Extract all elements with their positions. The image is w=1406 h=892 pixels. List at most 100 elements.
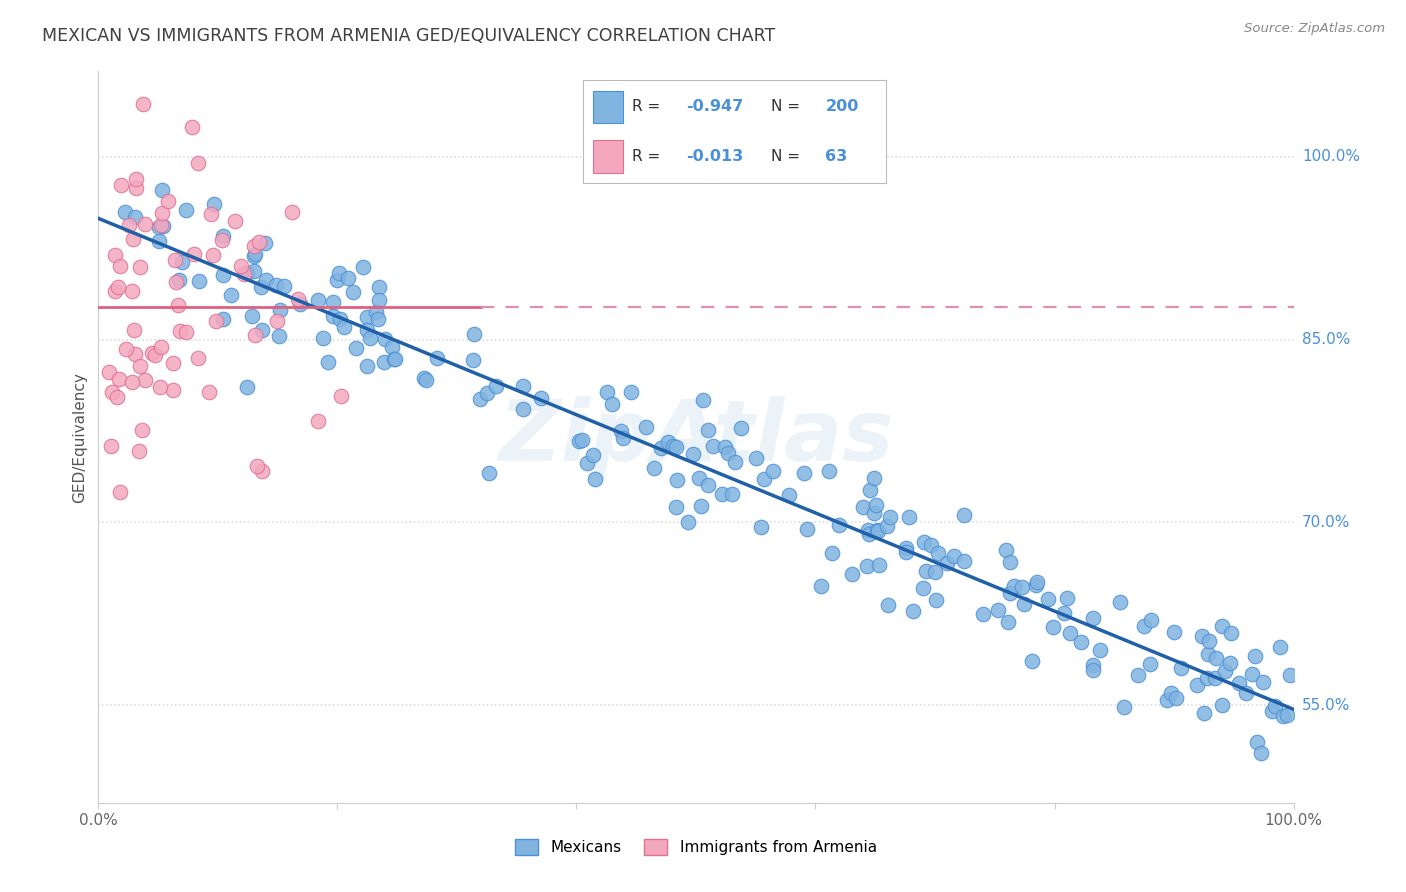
Point bbox=[426, 351, 449, 365]
Point bbox=[925, 593, 948, 607]
Point bbox=[1021, 654, 1043, 668]
Point bbox=[972, 607, 994, 622]
Point bbox=[150, 206, 173, 220]
Point bbox=[1038, 592, 1060, 607]
Point bbox=[134, 217, 156, 231]
Point bbox=[132, 97, 155, 112]
Point bbox=[643, 461, 665, 475]
Point bbox=[264, 278, 287, 293]
Point bbox=[254, 273, 277, 287]
Point bbox=[582, 449, 605, 463]
Point bbox=[1025, 578, 1047, 592]
Point bbox=[240, 309, 263, 323]
Point bbox=[337, 271, 360, 285]
Point bbox=[730, 421, 752, 435]
Point bbox=[600, 397, 623, 411]
Point bbox=[364, 305, 387, 319]
Point bbox=[876, 518, 898, 533]
Point bbox=[187, 156, 209, 170]
Point bbox=[236, 267, 259, 281]
Point bbox=[1014, 598, 1036, 612]
Point bbox=[121, 232, 143, 246]
Text: 55.0%: 55.0% bbox=[1302, 698, 1350, 713]
Point bbox=[828, 518, 851, 533]
Point bbox=[468, 392, 491, 406]
Point bbox=[143, 348, 166, 362]
Point bbox=[714, 441, 737, 455]
Point bbox=[1243, 648, 1265, 663]
Point bbox=[485, 378, 508, 392]
Point bbox=[610, 425, 633, 439]
Point bbox=[749, 520, 772, 534]
Point bbox=[328, 266, 350, 280]
Legend: Mexicans, Immigrants from Armenia: Mexicans, Immigrants from Armenia bbox=[509, 833, 883, 861]
Text: -0.013: -0.013 bbox=[686, 149, 744, 164]
Point bbox=[1002, 579, 1025, 593]
Point bbox=[894, 541, 917, 555]
Point bbox=[894, 545, 917, 559]
Point bbox=[711, 487, 734, 501]
Point bbox=[205, 313, 228, 327]
Point bbox=[914, 564, 936, 578]
Point bbox=[253, 235, 276, 250]
Point bbox=[662, 439, 685, 453]
Point bbox=[243, 249, 266, 263]
Point bbox=[1056, 591, 1078, 606]
Text: Source: ZipAtlas.com: Source: ZipAtlas.com bbox=[1244, 22, 1385, 36]
Point bbox=[211, 268, 233, 282]
Point bbox=[204, 197, 226, 211]
Point bbox=[1191, 629, 1213, 643]
Point bbox=[865, 523, 887, 537]
Point bbox=[249, 280, 271, 294]
Point bbox=[242, 264, 264, 278]
Point bbox=[252, 464, 274, 478]
Point bbox=[1166, 691, 1188, 706]
Point bbox=[121, 284, 143, 298]
Point bbox=[281, 204, 304, 219]
Point bbox=[924, 565, 946, 579]
Point bbox=[412, 371, 434, 385]
Point bbox=[110, 259, 132, 273]
Point bbox=[200, 207, 222, 221]
Point bbox=[935, 557, 957, 571]
Point bbox=[333, 320, 356, 334]
Point bbox=[1195, 671, 1218, 685]
Point bbox=[342, 285, 364, 299]
Point bbox=[1126, 668, 1149, 682]
Point bbox=[475, 385, 498, 400]
Point bbox=[868, 524, 890, 539]
Point bbox=[201, 248, 224, 262]
Point bbox=[688, 471, 710, 485]
Point bbox=[157, 194, 180, 208]
Point bbox=[122, 323, 145, 337]
Point bbox=[98, 365, 121, 379]
Point bbox=[657, 435, 679, 450]
Point bbox=[863, 471, 886, 485]
Point bbox=[762, 464, 785, 478]
Point bbox=[374, 333, 396, 347]
Point bbox=[105, 390, 128, 404]
Point bbox=[1053, 606, 1076, 620]
Point bbox=[246, 458, 269, 473]
Point bbox=[247, 235, 270, 250]
Point bbox=[174, 325, 197, 339]
Point bbox=[724, 455, 747, 469]
Point bbox=[187, 351, 209, 365]
Point bbox=[1011, 580, 1033, 594]
Point bbox=[778, 487, 800, 501]
Point bbox=[101, 385, 124, 400]
Point bbox=[1081, 611, 1104, 625]
Point bbox=[856, 523, 879, 537]
Text: -0.947: -0.947 bbox=[686, 99, 744, 114]
Point bbox=[170, 255, 193, 269]
Point bbox=[1070, 634, 1092, 648]
Text: ZipAtlas: ZipAtlas bbox=[498, 395, 894, 479]
Point bbox=[1042, 620, 1064, 634]
Point bbox=[141, 346, 163, 360]
Point bbox=[1250, 746, 1272, 760]
Point bbox=[1264, 698, 1286, 713]
Point bbox=[110, 178, 132, 193]
Point bbox=[927, 545, 949, 559]
Point bbox=[152, 219, 174, 233]
Point bbox=[169, 324, 191, 338]
